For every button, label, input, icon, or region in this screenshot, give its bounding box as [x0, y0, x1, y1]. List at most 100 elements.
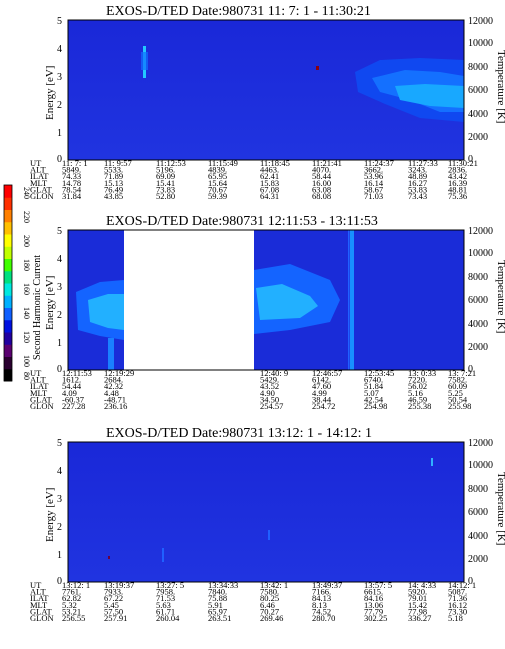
panel-2-ytick: 3	[57, 282, 62, 293]
ephem-cell: 5849.	[62, 165, 81, 175]
ephem-cell: 65.95	[208, 171, 227, 181]
ephem-cell: 74.33	[62, 171, 81, 181]
colorbar-swatch	[4, 209, 12, 223]
colorbar-tick: 80	[22, 372, 31, 380]
ephem-cell: 256.55	[62, 613, 85, 623]
ephem-cell: 4.48	[104, 388, 119, 398]
ephem-cell: 78.54	[62, 184, 82, 194]
panel-3-y2tick: 4000	[468, 531, 488, 542]
ephem-cell: 46.59	[408, 394, 427, 404]
ephem-cell: 13:19:37	[104, 580, 134, 590]
panel-3-y2tick: 6000	[468, 507, 488, 518]
ephem-cell: 73.30	[448, 606, 467, 616]
colorbar-tick: 160	[22, 283, 31, 295]
ephem-cell: 71.36	[448, 593, 467, 603]
ephem-cell: 71.89	[104, 171, 123, 181]
colorbar-swatch	[4, 283, 12, 296]
ephem-cell: 13:42: 1	[260, 580, 288, 590]
ephem-cell: 3243.	[408, 165, 427, 175]
ephem-cell: 5087.	[448, 587, 467, 597]
colorbar-swatch	[4, 356, 12, 370]
panel-2-feature-right-spike	[350, 230, 354, 370]
ephem-cell: 4839.	[208, 165, 227, 175]
ephem-cell: 8.13	[312, 600, 327, 610]
ephem-cell: 13: 0:33	[408, 368, 436, 378]
panel-3-ylabel-right: Temperature [K]	[495, 472, 505, 545]
ephem-row-label: GLON	[30, 191, 54, 201]
ephem-cell: 43.42	[448, 171, 467, 181]
ephem-cell: 11:18:45	[260, 158, 290, 168]
colorbar-tick: 120	[22, 331, 31, 343]
panel-1-y2tick: 8000	[468, 62, 488, 73]
panel-3-ytick: 1	[57, 550, 62, 561]
ephem-row-label: UT	[30, 580, 42, 590]
ephem-cell: 6615.	[364, 587, 383, 597]
panel-3-ytick: 3	[57, 494, 62, 505]
ephem-cell: 64.31	[260, 191, 279, 201]
panel-3-feature-speck	[268, 530, 270, 540]
ephem-cell: 5.25	[448, 388, 463, 398]
panel-3: EXOS-D/TED Date:980731 13:12: 1 - 14:12:…	[30, 426, 505, 623]
ephem-cell: 269.46	[260, 613, 283, 623]
ephem-cell: 13:27: 5	[156, 580, 184, 590]
panel-2-ephemeris: UTALTILATMLTGLATGLON12:11:531612.54.444.…	[30, 368, 476, 411]
ephem-row-label: GLON	[30, 401, 54, 411]
panel-3-y2tick: 2000	[468, 554, 488, 565]
panel-3-y2tick: 12000	[468, 438, 493, 449]
colorbar-tick: 100	[22, 355, 31, 367]
ephem-cell: 263.51	[208, 613, 231, 623]
ephem-cell: 4.99	[312, 388, 327, 398]
panel-1-ytick: 4	[57, 44, 62, 55]
ephem-cell: 73.83	[156, 184, 175, 194]
ephem-cell: 4463.	[260, 165, 279, 175]
ephem-cell: 77.79	[364, 606, 383, 616]
ephem-cell: 6142.	[312, 375, 331, 385]
panel-1-feature-spike-glow	[141, 52, 148, 70]
ephem-row-label: UT	[30, 368, 42, 378]
colorbar-swatch	[4, 307, 12, 321]
ephem-cell: 5.07	[364, 388, 379, 398]
ephem-cell: 53.96	[364, 171, 383, 181]
ephem-cell: 51.84	[364, 381, 384, 391]
ephem-cell: 60.09	[448, 381, 467, 391]
ephem-cell: 58.67	[364, 184, 383, 194]
ephem-cell: -48.71	[104, 394, 126, 404]
panel-3-feature-speck	[162, 548, 164, 562]
ephem-cell: 13:49:37	[312, 580, 342, 590]
panel-1-feature-hot-core	[395, 84, 464, 108]
ephem-cell: 254.57	[260, 401, 283, 411]
ephem-cell: 11:15:49	[208, 158, 238, 168]
ephem-row-label: ALT	[30, 587, 47, 597]
ephem-cell: 74.52	[312, 606, 331, 616]
ephem-cell: 4070.	[312, 165, 331, 175]
ephem-cell: 7761.	[62, 587, 81, 597]
panel-3-y2tick: 10000	[468, 460, 493, 471]
ephem-cell: 76.49	[104, 184, 123, 194]
ephem-cell: 5.16	[408, 388, 423, 398]
ephem-row-label: UT	[30, 158, 42, 168]
ephem-cell: 71.53	[156, 593, 175, 603]
ephem-cell: 16.00	[312, 178, 331, 188]
ephem-cell: 48.81	[448, 184, 467, 194]
ephem-cell: 5.18	[448, 613, 463, 623]
ephem-cell: 11:21:41	[312, 158, 342, 168]
colorbar-tick: 140	[22, 307, 31, 319]
ephem-cell: 56.02	[408, 381, 427, 391]
ephem-cell: 61.71	[156, 606, 175, 616]
ephem-cell: 13:34:33	[208, 580, 238, 590]
panel-2-y2tick: 4000	[468, 319, 488, 330]
ephem-cell: 14.78	[62, 178, 81, 188]
ephem-cell: 12:11:53	[62, 368, 92, 378]
ephem-cell: 38.44	[312, 394, 332, 404]
ephem-cell: 7582.	[448, 375, 467, 385]
panel-1-frame	[67, 19, 465, 161]
ephem-cell: 15.41	[156, 178, 175, 188]
ephem-cell: 16.27	[408, 178, 427, 188]
ephem-cell: 67.08	[260, 184, 279, 194]
colorbar-swatch	[4, 197, 12, 210]
panel-2-y2tick: 12000	[468, 226, 493, 237]
ephem-row-label: ILAT	[30, 381, 49, 391]
panel-1-yaxis-left: 5 4 3 2 1 0 Energy [eV]	[44, 16, 62, 165]
